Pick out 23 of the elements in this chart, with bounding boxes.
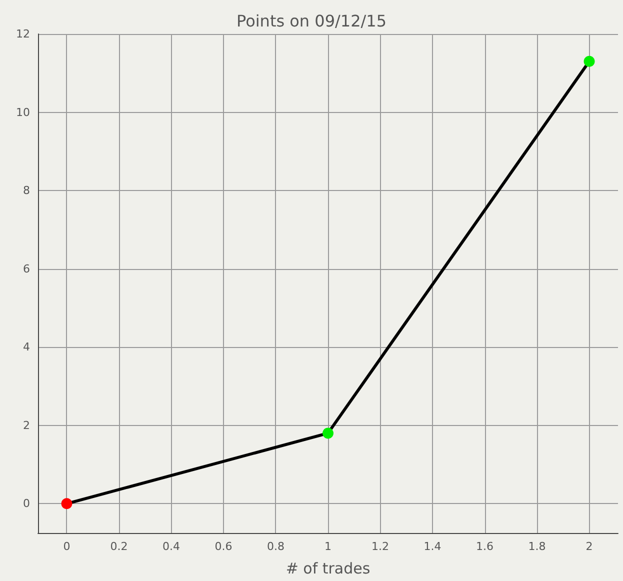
x-tick-label: 0.2 <box>110 540 128 553</box>
x-tick-label: 2 <box>586 540 593 553</box>
x-tick-label: 0.4 <box>162 540 180 553</box>
x-tick-label: 1.8 <box>528 540 546 553</box>
x-axis-title: # of trades <box>286 560 370 578</box>
x-tick-label: 1.4 <box>424 540 442 553</box>
x-tick-label: 1 <box>324 540 332 553</box>
y-tick-label: 8 <box>23 184 30 198</box>
point <box>584 56 595 67</box>
point <box>322 428 334 439</box>
y-tick-label: 4 <box>23 340 30 354</box>
y-tick-label: 0 <box>23 497 30 510</box>
x-tick-label: 1.6 <box>476 540 494 553</box>
x-tick-label: 0.6 <box>214 540 232 553</box>
y-tick-label: 2 <box>23 418 30 432</box>
chart-title: Points on 09/12/15 <box>236 12 387 30</box>
y-tick-label: 6 <box>23 262 30 276</box>
x-tick-label: 1.2 <box>372 540 389 553</box>
point <box>61 498 72 510</box>
x-tick-label: 0.8 <box>267 540 284 553</box>
y-tick-label: 12 <box>16 28 30 40</box>
x-tick-label: 0 <box>63 540 70 553</box>
y-tick-label: 10 <box>16 106 30 119</box>
